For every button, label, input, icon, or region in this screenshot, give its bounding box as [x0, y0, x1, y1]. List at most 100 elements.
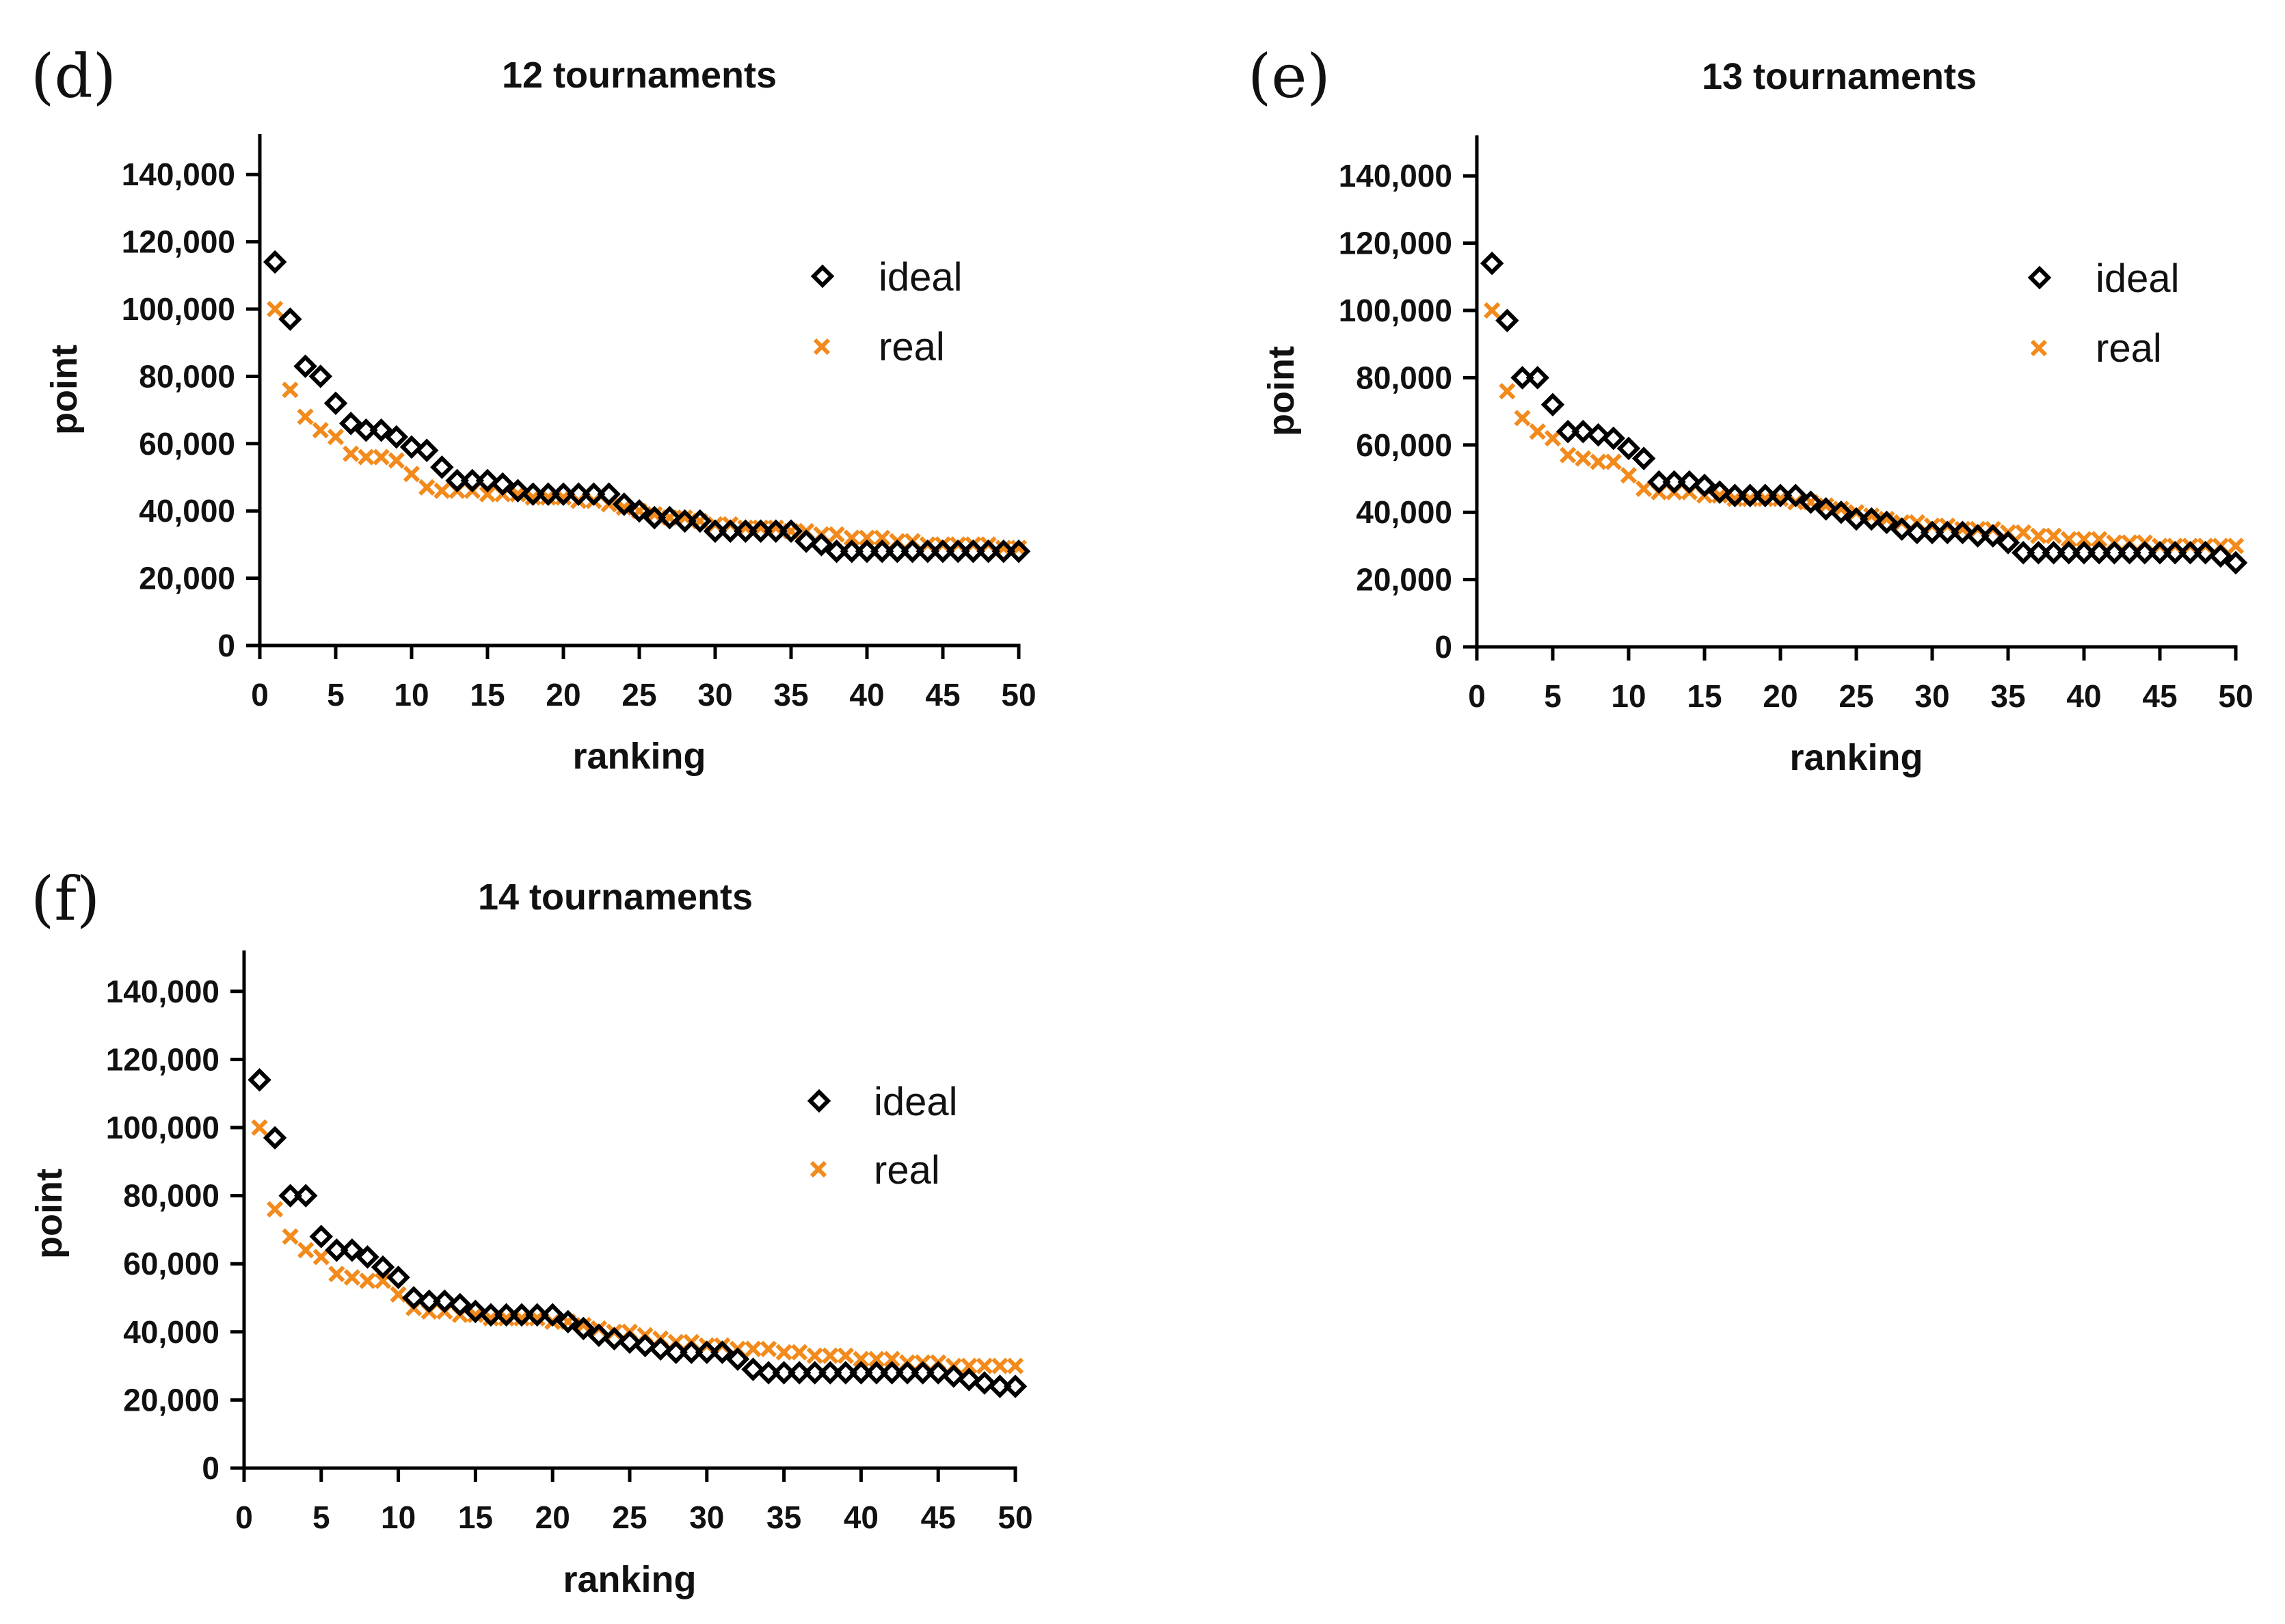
- x-axis-label: ranking: [1789, 737, 1923, 778]
- point-real: [2045, 527, 2062, 544]
- point-real: [403, 465, 420, 483]
- point-real: [752, 519, 769, 536]
- point-ideal: [1003, 1374, 1028, 1398]
- x-tick-label: 0: [1468, 678, 1486, 714]
- point-ideal: [885, 539, 909, 563]
- point-ideal: [794, 529, 818, 553]
- point-ideal: [2057, 540, 2081, 565]
- x-tick-label: 5: [1544, 678, 1562, 714]
- x-tick-label: 5: [327, 677, 345, 713]
- point-real: [2091, 531, 2108, 548]
- point-ideal: [263, 1126, 287, 1150]
- point-ideal: [1875, 510, 1899, 535]
- point-real: [646, 505, 663, 523]
- legend-real-label: real: [874, 1148, 940, 1193]
- point-ideal: [445, 468, 469, 493]
- point-ideal: [1480, 251, 1504, 276]
- x-tick-label: 20: [535, 1500, 570, 1535]
- point-ideal: [803, 1361, 827, 1385]
- point-ideal: [551, 482, 576, 506]
- point-real: [745, 1340, 762, 1357]
- point-ideal: [2208, 544, 2233, 568]
- point-ideal: [976, 539, 1000, 563]
- legend-ideal-marker: [2027, 265, 2052, 290]
- x-tick-label: 20: [546, 677, 580, 713]
- point-ideal: [308, 364, 333, 388]
- point-real: [1832, 501, 1849, 518]
- y-tick-label: 80,000: [1356, 360, 1452, 395]
- point-real: [961, 1357, 978, 1374]
- y-tick-label: 100,000: [122, 291, 235, 327]
- x-axis-label: ranking: [572, 736, 706, 777]
- point-ideal: [1996, 531, 2020, 555]
- point-real: [327, 428, 345, 446]
- point-real: [676, 509, 693, 527]
- point-ideal: [1510, 366, 1534, 390]
- point-ideal: [1540, 392, 1565, 417]
- x-tick-label: 40: [2066, 678, 2101, 714]
- point-ideal: [566, 482, 591, 506]
- chart-panel-e: (e) 13 tournaments 0 20,000 40,000 60,000 80…: [1248, 41, 2254, 778]
- point-ideal: [309, 1225, 334, 1249]
- point-ideal: [1753, 483, 1778, 507]
- point-ideal: [371, 1255, 395, 1279]
- point-ideal: [460, 468, 485, 493]
- point-real: [1560, 447, 1577, 464]
- legend-real-label: real: [879, 325, 945, 369]
- point-ideal: [1890, 517, 1914, 542]
- point-ideal: [864, 1361, 889, 1385]
- y-tick-label: 120,000: [1339, 226, 1452, 261]
- point-ideal: [2072, 540, 2096, 565]
- point-ideal: [642, 505, 667, 530]
- point-ideal: [340, 1238, 364, 1262]
- point-real: [388, 452, 405, 469]
- legend: ideal real: [810, 255, 963, 369]
- y-tick-label: 100,000: [1339, 293, 1452, 328]
- point-ideal: [2133, 540, 2157, 565]
- point-real: [1620, 466, 1638, 484]
- plot-area: 0 20,000 40,000 60,000 80,000 100,000 120,000 1…: [1339, 135, 2254, 714]
- point-ideal: [961, 539, 985, 563]
- y-tick-label: 140,000: [1339, 158, 1452, 194]
- point-real: [791, 1344, 808, 1361]
- x-tick-label: 10: [381, 1500, 416, 1535]
- point-ideal: [1662, 470, 1686, 494]
- point-real: [524, 489, 542, 506]
- point-ideal: [627, 498, 652, 523]
- point-real: [1635, 480, 1653, 497]
- point-ideal: [617, 1330, 642, 1354]
- point-ideal: [1966, 524, 1990, 548]
- x-tick-label: 35: [1990, 678, 2025, 714]
- point-ideal: [2223, 550, 2248, 575]
- point-ideal: [293, 1184, 318, 1208]
- point-ideal: [658, 505, 682, 530]
- point-ideal: [810, 533, 833, 557]
- point-ideal: [384, 425, 409, 449]
- legend-real-marker: [813, 338, 831, 356]
- point-ideal: [895, 1361, 920, 1385]
- x-tick-label: 0: [251, 677, 269, 713]
- x-tick-label: 40: [849, 677, 884, 713]
- point-ideal: [1844, 507, 1869, 531]
- point-ideal: [664, 1340, 688, 1364]
- point-ideal: [2087, 540, 2111, 565]
- point-ideal: [900, 539, 924, 563]
- point-ideal: [787, 1361, 812, 1385]
- point-real: [1514, 410, 1531, 427]
- y-axis-label: point: [29, 1169, 70, 1259]
- point-ideal: [1935, 520, 1960, 544]
- point-ideal: [673, 509, 697, 533]
- point-ideal: [779, 519, 803, 543]
- point-ideal: [988, 1374, 1012, 1398]
- point-real: [359, 1272, 376, 1290]
- panel-letter: (e): [1248, 41, 1331, 111]
- y-axis-label: point: [1261, 346, 1302, 436]
- point-real: [775, 1344, 792, 1361]
- point-ideal: [521, 482, 545, 506]
- y-tick-label: 80,000: [123, 1178, 219, 1214]
- point-real: [554, 489, 572, 506]
- point-real: [1499, 382, 1516, 400]
- x-tick-label: 30: [697, 677, 732, 713]
- point-real: [1954, 520, 1971, 537]
- point-real: [767, 519, 784, 536]
